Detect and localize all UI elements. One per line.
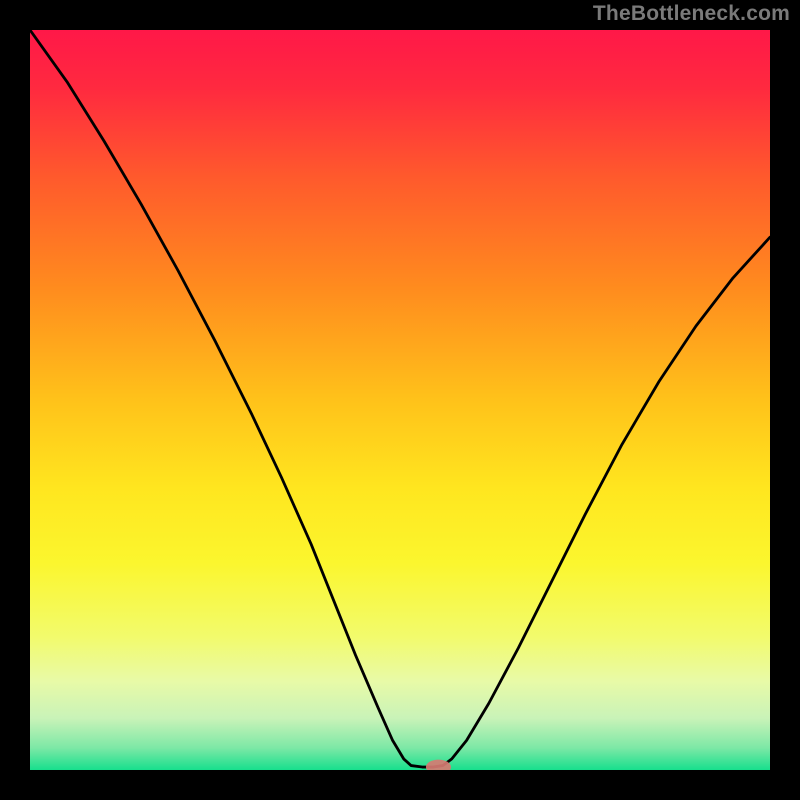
gradient-background bbox=[30, 30, 770, 770]
chart-svg bbox=[30, 30, 770, 770]
plot-area bbox=[30, 30, 770, 770]
watermark-text: TheBottleneck.com bbox=[593, 2, 790, 26]
chart-frame: TheBottleneck.com bbox=[0, 0, 800, 800]
